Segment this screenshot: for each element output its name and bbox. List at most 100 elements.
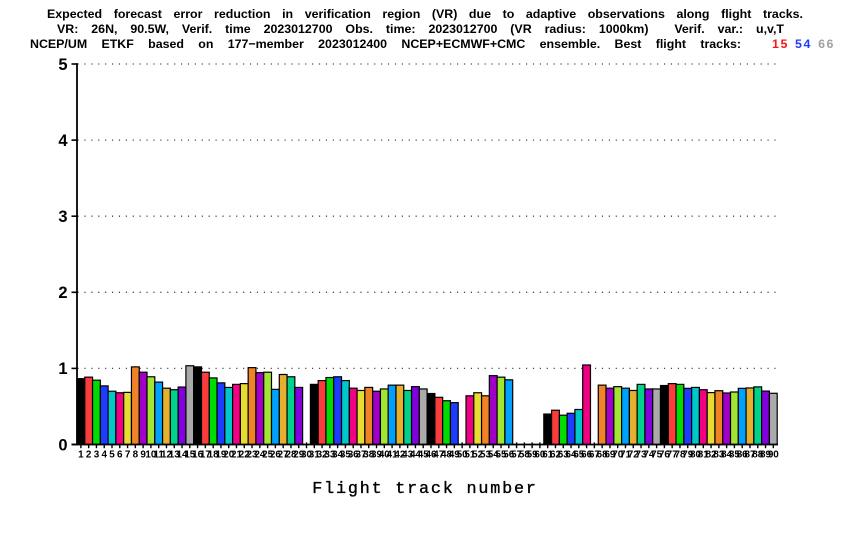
svg-text:7: 7 — [125, 450, 131, 461]
svg-text:68: 68 — [597, 450, 608, 461]
svg-text:13: 13 — [169, 450, 180, 461]
svg-text:49: 49 — [449, 450, 460, 461]
svg-text:Flight track number: Flight track number — [312, 480, 538, 499]
svg-text:19: 19 — [215, 450, 226, 461]
svg-text:57: 57 — [511, 450, 522, 461]
svg-text:52: 52 — [472, 450, 483, 461]
svg-text:24: 24 — [254, 450, 265, 461]
svg-text:77: 77 — [667, 450, 678, 461]
svg-text:65: 65 — [573, 450, 584, 461]
svg-text:56: 56 — [503, 450, 514, 461]
svg-text:1: 1 — [78, 450, 84, 461]
svg-text:4: 4 — [101, 450, 107, 461]
svg-text:6: 6 — [117, 450, 123, 461]
svg-text:83: 83 — [713, 450, 724, 461]
svg-text:63: 63 — [558, 450, 569, 461]
svg-text:39: 39 — [371, 450, 382, 461]
svg-text:86: 86 — [737, 450, 748, 461]
svg-text:84: 84 — [721, 450, 732, 461]
svg-text:11: 11 — [153, 450, 164, 461]
svg-text:43: 43 — [402, 450, 413, 461]
svg-text:90: 90 — [768, 450, 779, 461]
svg-text:Expected forecast error reduct: Expected forecast error reduction in ver… — [47, 7, 803, 21]
svg-text:0: 0 — [58, 436, 67, 454]
svg-text:48: 48 — [441, 450, 452, 461]
svg-text:46: 46 — [425, 450, 436, 461]
svg-text:74: 74 — [643, 450, 654, 461]
svg-text:55: 55 — [496, 450, 507, 461]
svg-text:58: 58 — [519, 450, 530, 461]
svg-text:67: 67 — [589, 450, 600, 461]
svg-text:73: 73 — [636, 450, 647, 461]
svg-text:17: 17 — [200, 450, 211, 461]
svg-text:45: 45 — [418, 450, 429, 461]
svg-text:26: 26 — [270, 450, 281, 461]
svg-text:9: 9 — [140, 450, 146, 461]
svg-text:54: 54 — [488, 450, 499, 461]
svg-text:8: 8 — [133, 450, 139, 461]
svg-text:41: 41 — [387, 450, 398, 461]
svg-text:15 54 66: 15 54 66 — [772, 37, 835, 51]
svg-text:87: 87 — [744, 450, 755, 461]
svg-text:37: 37 — [355, 450, 366, 461]
svg-text:20: 20 — [223, 450, 234, 461]
svg-text:71: 71 — [620, 450, 631, 461]
svg-text:51: 51 — [464, 450, 475, 461]
svg-text:75: 75 — [651, 450, 662, 461]
svg-text:14: 14 — [177, 450, 188, 461]
svg-text:47: 47 — [433, 450, 444, 461]
svg-text:27: 27 — [278, 450, 289, 461]
svg-text:76: 76 — [659, 450, 670, 461]
svg-text:66: 66 — [581, 450, 592, 461]
svg-text:35: 35 — [340, 450, 351, 461]
svg-text:42: 42 — [394, 450, 405, 461]
svg-text:28: 28 — [285, 450, 296, 461]
svg-text:5: 5 — [109, 450, 115, 461]
svg-text:70: 70 — [612, 450, 623, 461]
svg-text:78: 78 — [674, 450, 685, 461]
svg-text:NCEP/UM ETKF based on 177−memb: NCEP/UM ETKF based on 177−member 2023012… — [30, 37, 741, 51]
svg-text:5: 5 — [58, 56, 67, 74]
svg-text:34: 34 — [332, 450, 343, 461]
svg-text:59: 59 — [527, 450, 538, 461]
svg-text:38: 38 — [363, 450, 374, 461]
svg-text:3: 3 — [58, 208, 67, 226]
svg-text:85: 85 — [729, 450, 740, 461]
svg-text:81: 81 — [698, 450, 709, 461]
svg-text:12: 12 — [161, 450, 172, 461]
svg-text:32: 32 — [317, 450, 328, 461]
svg-text:79: 79 — [682, 450, 693, 461]
svg-text:16: 16 — [192, 450, 203, 461]
svg-text:21: 21 — [231, 450, 242, 461]
svg-text:82: 82 — [706, 450, 717, 461]
svg-text:23: 23 — [247, 450, 258, 461]
svg-text:61: 61 — [542, 450, 553, 461]
svg-text:89: 89 — [760, 450, 771, 461]
svg-text:15: 15 — [184, 450, 195, 461]
svg-text:2: 2 — [86, 450, 92, 461]
svg-text:31: 31 — [309, 450, 320, 461]
svg-text:33: 33 — [324, 450, 335, 461]
svg-text:25: 25 — [262, 450, 273, 461]
svg-text:1: 1 — [58, 360, 67, 378]
svg-text:44: 44 — [410, 450, 421, 461]
svg-text:53: 53 — [480, 450, 491, 461]
svg-text:60: 60 — [534, 450, 545, 461]
svg-text:36: 36 — [348, 450, 359, 461]
svg-text:2: 2 — [58, 284, 67, 302]
svg-text:64: 64 — [566, 450, 577, 461]
svg-text:18: 18 — [208, 450, 219, 461]
svg-text:72: 72 — [628, 450, 639, 461]
svg-text:4: 4 — [58, 132, 68, 150]
svg-text:50: 50 — [457, 450, 468, 461]
svg-text:29: 29 — [293, 450, 304, 461]
svg-text:3: 3 — [94, 450, 100, 461]
svg-text:22: 22 — [239, 450, 250, 461]
svg-text:10: 10 — [145, 450, 156, 461]
svg-text:30: 30 — [301, 450, 312, 461]
svg-text:88: 88 — [752, 450, 763, 461]
svg-text:VR: 26N, 90.5W, Verif. time 20: VR: 26N, 90.5W, Verif. time 2023012700 O… — [57, 22, 784, 36]
svg-text:69: 69 — [604, 450, 615, 461]
svg-text:80: 80 — [690, 450, 701, 461]
svg-text:62: 62 — [550, 450, 561, 461]
